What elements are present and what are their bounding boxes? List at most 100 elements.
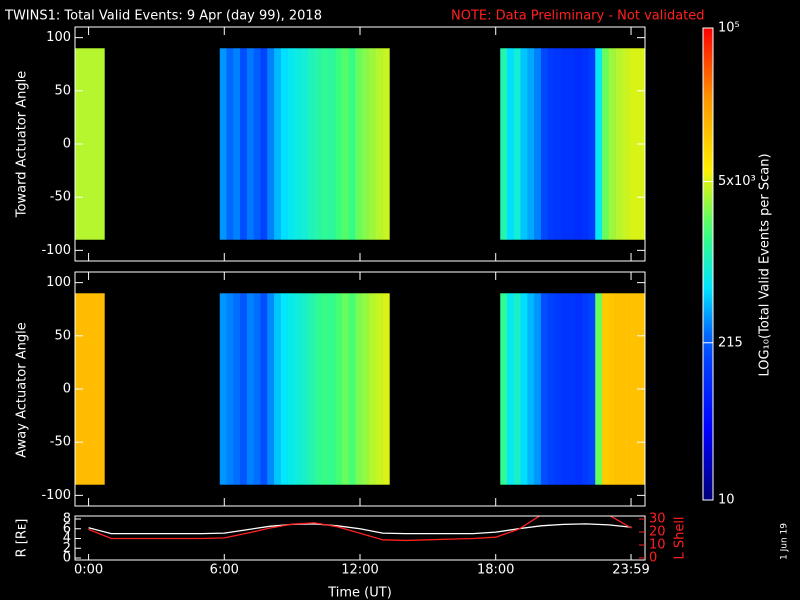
- heatmap-cell: [267, 293, 275, 485]
- heatmap-cell: [274, 48, 282, 240]
- heatmap-cell: [615, 48, 623, 240]
- line: [88, 516, 632, 542]
- heatmap-cell: [348, 48, 356, 240]
- heatmap-cell: [219, 293, 227, 485]
- y-tick-label: 50: [54, 328, 71, 343]
- heatmap-cell: [314, 48, 322, 240]
- heatmap-cell: [547, 293, 555, 485]
- heatmap-cell: [581, 293, 589, 485]
- heatmap-cell: [527, 48, 535, 240]
- heatmap-cell: [568, 293, 576, 485]
- heatmap-cell: [341, 48, 349, 240]
- heatmap-cell: [581, 48, 589, 240]
- heatmap-cell: [294, 48, 302, 240]
- heatmap-cell: [608, 293, 616, 485]
- note: NOTE: Data Preliminary - Not validated: [451, 9, 705, 24]
- heatmap-cell: [287, 293, 295, 485]
- heatmap-cell: [500, 48, 508, 240]
- y-tick-label: 50: [54, 83, 71, 98]
- heatmap-cell: [534, 293, 542, 485]
- heatmap-cell: [280, 293, 288, 485]
- heatmap-cell: [267, 48, 275, 240]
- heatmap-cell: [588, 48, 596, 240]
- heatmap-cell: [622, 48, 630, 240]
- heatmap-cell: [369, 293, 377, 485]
- y-tick-label: -50: [50, 190, 71, 205]
- heatmap-cell: [240, 48, 248, 240]
- heatmap-cell: [554, 293, 562, 485]
- y-tick-label: -100: [41, 243, 71, 258]
- heatmap-cell: [513, 293, 521, 485]
- y-tick-label: 100: [46, 275, 71, 290]
- heatmap-cell: [307, 48, 316, 240]
- y-tick-label: -100: [41, 488, 71, 503]
- heatmap-cell: [547, 48, 555, 240]
- heatmap-cell: [253, 48, 261, 240]
- heatmap-cell: [507, 293, 515, 485]
- heatmap-cell: [294, 293, 302, 485]
- heatmap-cell: [602, 293, 610, 485]
- heatmap-cell: [534, 48, 542, 240]
- heatmap-cell: [629, 48, 637, 240]
- y2-tick-label: 0: [649, 551, 657, 566]
- x-tick-label: 6:00: [210, 563, 239, 578]
- colorbar-tick-label: 10: [718, 493, 735, 508]
- heatmap-cell: [307, 293, 316, 485]
- heatmap-cell: [328, 293, 336, 485]
- heatmap-cell: [520, 293, 528, 485]
- x-tick-label: 18:00: [477, 563, 514, 578]
- heatmap-cell: [540, 293, 549, 485]
- heatmap-cell: [355, 293, 363, 485]
- heatmap-cell: [348, 293, 356, 485]
- heatmap-cell: [520, 48, 528, 240]
- y-tick-label: 0: [63, 382, 71, 397]
- heatmap-cell: [280, 48, 288, 240]
- y-axis-label: R [Rᴇ]: [15, 519, 30, 558]
- heatmap-cell: [568, 48, 576, 240]
- footer-date: 1 Jun 19: [780, 523, 790, 560]
- heatmap-cell: [602, 48, 610, 240]
- heatmap-cell: [301, 48, 309, 240]
- y-tick-label: 6: [63, 521, 71, 536]
- heatmap-cell: [321, 293, 329, 485]
- heatmap-cell: [328, 48, 336, 240]
- heatmap-cell: [335, 293, 343, 485]
- chart-title: TWINS1: Total Valid Events: 9 Apr (day 9…: [4, 9, 322, 24]
- heatmap-cell: [260, 293, 268, 485]
- y-tick-label: 4: [63, 531, 71, 546]
- heatmap-cell: [362, 293, 370, 485]
- heatmap-cell: [595, 293, 603, 485]
- heatmap-cell: [355, 48, 363, 240]
- heatmap-cell: [608, 48, 616, 240]
- y2-tick-label: 10: [649, 538, 666, 553]
- heatmap-cell: [595, 48, 603, 240]
- heatmap-cell: [629, 293, 637, 485]
- y-tick-label: 2: [63, 541, 71, 556]
- y2-axis-label: L Shell: [673, 516, 688, 559]
- heatmap-cell: [253, 293, 261, 485]
- heatmap-cell: [335, 48, 343, 240]
- heatmap-cell: [246, 48, 254, 240]
- heatmap-cell: [233, 48, 241, 240]
- heatmap-cell: [369, 48, 377, 240]
- y-tick-label: 0: [63, 551, 71, 566]
- heatmap-cell: [362, 48, 370, 240]
- heatmap-cell: [287, 48, 295, 240]
- heatmap-cell: [321, 48, 329, 240]
- heatmap-cell: [219, 48, 227, 240]
- heatmap-cell: [574, 293, 582, 485]
- heatmap-cell: [375, 293, 383, 485]
- y-axis-label: Away Actuator Angle: [15, 322, 30, 457]
- heatmap-cell: [375, 48, 383, 240]
- y-tick-label: 0: [63, 137, 71, 152]
- heatmap-cell: [513, 48, 521, 240]
- colorbar: [703, 28, 713, 500]
- heatmap-cell: [246, 293, 254, 485]
- x-tick-label: 0:00: [74, 563, 103, 578]
- y-tick-label: -50: [50, 435, 71, 450]
- heatmap-cell: [314, 293, 322, 485]
- y2-tick-label: 30: [649, 512, 666, 527]
- y-tick-label: 8: [63, 512, 71, 527]
- y-axis-label: Toward Actuator Angle: [15, 71, 30, 218]
- heatmap-cell: [226, 293, 234, 485]
